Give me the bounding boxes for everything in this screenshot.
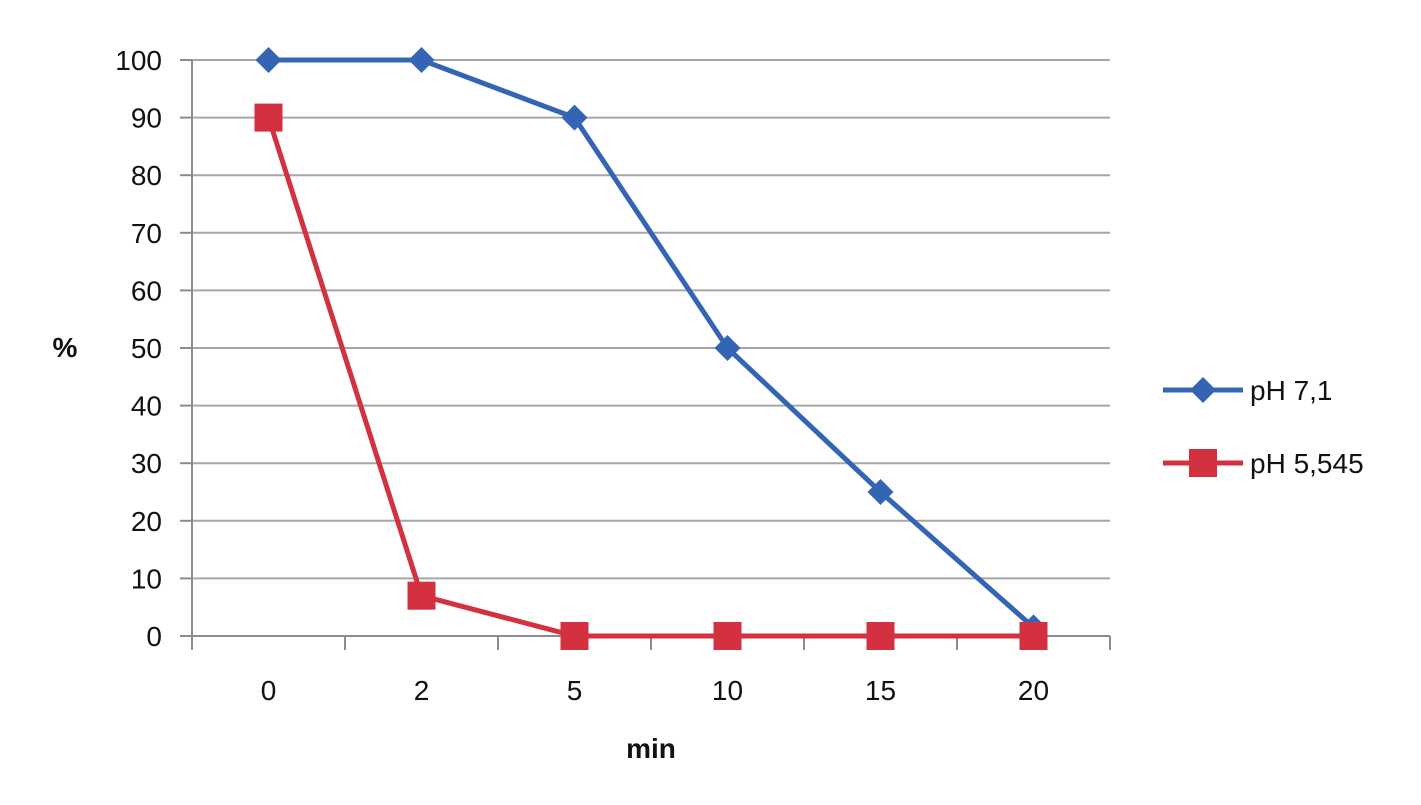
y-tick-label: 60 [131,275,162,306]
series-line [268,57,1036,630]
series-1 [255,47,1047,641]
data-point [867,479,894,505]
data-point [713,622,742,650]
x-axis-label: min [626,733,676,764]
axes [180,59,1111,650]
data-point [255,47,282,73]
x-tick-labels: 0 2 5 10 15 20 [261,675,1049,706]
data-point [561,104,588,131]
legend: pH 7,1 pH 5,545 [1163,375,1364,479]
legend-label: pH 7,1 [1250,375,1333,406]
data-point [407,581,436,610]
data-point [408,47,435,73]
y-tick-label: 50 [131,333,162,364]
data-point [560,622,589,650]
y-tick-label: 90 [131,103,162,134]
x-tick-label: 2 [414,675,430,706]
data-point [866,622,895,650]
y-tick-label: 100 [115,45,162,76]
gridlines [192,59,1110,580]
y-tick-label: 10 [131,563,162,594]
legend-entry: pH 5,545 [1163,448,1364,479]
data-point [714,335,741,361]
y-axis-label: % [53,332,78,363]
series-2 [254,103,1048,650]
y-tick-label: 70 [131,218,162,249]
y-tick-labels: 0 10 20 30 40 50 60 70 80 90 100 [115,45,162,652]
y-tick-label: 20 [131,506,162,537]
series [254,47,1048,650]
legend-marker [1190,377,1216,403]
y-tick-label: 0 [146,621,162,652]
series-line [266,116,1034,639]
legend-marker [1189,449,1217,477]
legend-entry: pH 7,1 [1163,375,1333,406]
legend-label: pH 5,545 [1250,448,1364,479]
data-point [1019,622,1048,650]
x-tick-label: 0 [261,675,277,706]
data-point [254,103,283,132]
y-tick-label: 40 [131,391,162,422]
x-tick-label: 20 [1018,675,1049,706]
x-tick-label: 10 [712,675,743,706]
y-tick-label: 30 [131,448,162,479]
y-tick-label: 80 [131,160,162,191]
x-tick-label: 5 [567,675,583,706]
x-tick-label: 15 [865,675,896,706]
